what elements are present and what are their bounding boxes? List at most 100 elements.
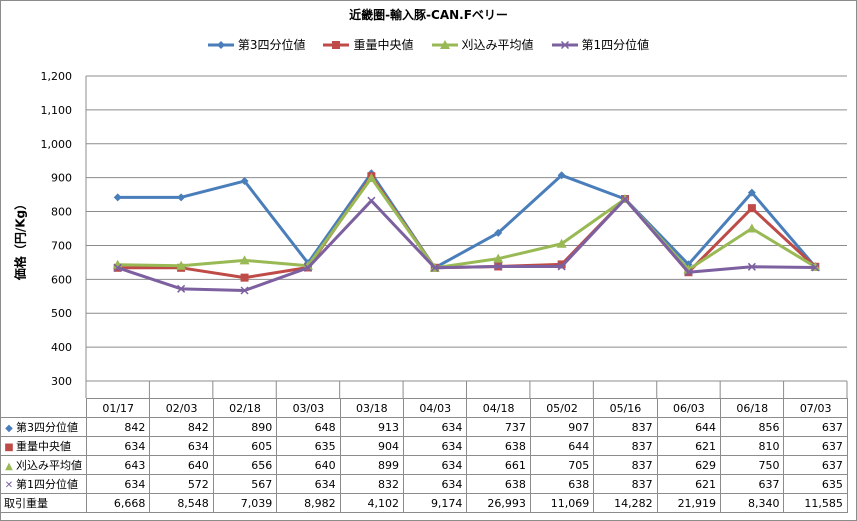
legend-swatch bbox=[431, 39, 458, 49]
table-cell: 856 bbox=[720, 417, 785, 437]
data-table: 01/17 02/03 02/18 03/03 03/18 04/03 04/18 05/02… bbox=[0, 398, 848, 513]
legend-swatch bbox=[551, 40, 578, 49]
data-point bbox=[684, 268, 693, 277]
y-tick-label: 700 bbox=[51, 239, 72, 252]
x-tick-label: 04/03 bbox=[403, 398, 468, 418]
table-cell: 640 bbox=[276, 455, 341, 475]
plot-area: 300 400 500 600 700 800 900 1,000 1,100 1,200 bbox=[41, 70, 848, 398]
legend-label: 重量中央値 bbox=[353, 38, 414, 52]
table-cell: 621 bbox=[656, 436, 722, 456]
data-point bbox=[367, 196, 376, 205]
y-tick-label: 800 bbox=[51, 206, 72, 219]
table-cell: 637 bbox=[720, 474, 785, 494]
table-cell: 643 bbox=[85, 455, 151, 475]
table-cell: 634 bbox=[403, 436, 468, 456]
table-row-marker: ■ bbox=[4, 442, 14, 453]
series-line bbox=[117, 197, 816, 293]
table-cell: 737 bbox=[466, 417, 531, 437]
table-cell: 621 bbox=[656, 474, 722, 494]
x-tick-label: 01/17 bbox=[85, 398, 151, 418]
series-1 bbox=[113, 169, 820, 272]
table-cell: 634 bbox=[85, 436, 151, 456]
data-point bbox=[112, 259, 123, 269]
table-cell: 648 bbox=[276, 417, 341, 437]
legend-label: 刈込み平均値 bbox=[461, 38, 534, 52]
table-cell: 810 bbox=[720, 436, 785, 456]
table-row-marker: ▲ bbox=[5, 461, 13, 472]
table-cell: 638 bbox=[466, 436, 531, 456]
table-cell: 837 bbox=[593, 455, 658, 475]
table-row-label-text: 重量中央値 bbox=[16, 440, 71, 453]
y-tick-label: 1,000 bbox=[41, 138, 73, 151]
table-cell: 26,993 bbox=[466, 493, 531, 513]
table-cell: 644 bbox=[529, 436, 595, 456]
data-point bbox=[747, 262, 756, 271]
table-cell: 837 bbox=[593, 417, 658, 437]
table-cell: 8,340 bbox=[720, 493, 785, 513]
table-cell: 890 bbox=[212, 417, 278, 437]
table-row-marker: ◆ bbox=[5, 423, 13, 434]
y-tick-label: 600 bbox=[51, 273, 72, 286]
table-cell: 634 bbox=[403, 455, 468, 475]
table-cell: 8,548 bbox=[149, 493, 214, 513]
x-tick-label: 06/03 bbox=[656, 398, 722, 418]
x-tick-label: 02/03 bbox=[149, 398, 214, 418]
table-cell: 661 bbox=[466, 455, 531, 475]
y-tick-label: 1,200 bbox=[41, 70, 73, 83]
x-tick-label: 02/18 bbox=[212, 398, 278, 418]
legend-item: 重量中央値 bbox=[323, 36, 414, 53]
data-point bbox=[494, 228, 503, 237]
table-cell: 637 bbox=[783, 436, 848, 456]
table-cell: 904 bbox=[339, 436, 405, 456]
table-cell: 8,982 bbox=[276, 493, 341, 513]
legend-label: 第3四分位値 bbox=[237, 38, 306, 52]
table-cell: 644 bbox=[656, 417, 722, 437]
table-row-label: ■ 重量中央値 bbox=[0, 436, 87, 456]
table-cell: 572 bbox=[149, 474, 214, 494]
table-cell: 907 bbox=[529, 417, 595, 437]
legend-item: 第3四分位値 bbox=[207, 36, 306, 53]
table-cell: 750 bbox=[720, 455, 785, 475]
table-cell: 705 bbox=[529, 455, 595, 475]
table-row: 取引重量 6,668 8,548 7,039 8,982 4,102 9,174 26,993… bbox=[0, 493, 848, 513]
table-cell: 629 bbox=[656, 455, 722, 475]
table-cell: 899 bbox=[339, 455, 405, 475]
table-row-label: 取引重量 bbox=[0, 493, 87, 513]
data-point bbox=[303, 263, 312, 272]
data-point bbox=[557, 262, 566, 271]
table-corner bbox=[0, 398, 87, 418]
data-point bbox=[113, 263, 122, 272]
table-cell: 4,102 bbox=[339, 493, 405, 513]
data-point bbox=[557, 171, 566, 180]
table-cell: 634 bbox=[276, 474, 341, 494]
table-cell: 634 bbox=[403, 474, 468, 494]
data-point bbox=[240, 177, 249, 186]
data-point bbox=[494, 262, 503, 271]
table-row-label: ◆ 第3四分位値 bbox=[0, 417, 87, 437]
table-row-label-text: 第3四分位値 bbox=[16, 421, 78, 434]
table-header-row: 01/17 02/03 02/18 03/03 03/18 04/03 04/18 05/02… bbox=[0, 398, 848, 418]
table-row-label: ✕ 第1四分位値 bbox=[0, 474, 87, 494]
legend-label: 第1四分位値 bbox=[581, 38, 650, 52]
table-row-label-text: 刈込み平均値 bbox=[16, 459, 82, 472]
legend-item: 第1四分位値 bbox=[551, 36, 650, 53]
data-point bbox=[113, 193, 122, 202]
table-cell: 605 bbox=[212, 436, 278, 456]
data-point bbox=[239, 255, 250, 265]
legend-swatch bbox=[323, 40, 350, 49]
data-point bbox=[176, 260, 187, 270]
data-point bbox=[747, 188, 756, 197]
table-row: ◆ 第3四分位値 842 842 890 648 913 634 737 907 837 644 856… bbox=[0, 417, 848, 437]
table-row: ■ 重量中央値 634 634 605 635 904 634 638 644 837 621 810 6… bbox=[0, 436, 848, 456]
table-cell: 837 bbox=[593, 436, 658, 456]
table-cell: 637 bbox=[783, 417, 848, 437]
table-cell: 842 bbox=[149, 417, 214, 437]
data-point bbox=[747, 204, 756, 213]
series-4 bbox=[113, 194, 820, 295]
table-cell: 832 bbox=[339, 474, 405, 494]
table-cell: 634 bbox=[149, 436, 214, 456]
table-cell: 638 bbox=[466, 474, 531, 494]
table-cell: 638 bbox=[529, 474, 595, 494]
data-point bbox=[621, 194, 630, 204]
table-cell: 9,174 bbox=[403, 493, 468, 513]
